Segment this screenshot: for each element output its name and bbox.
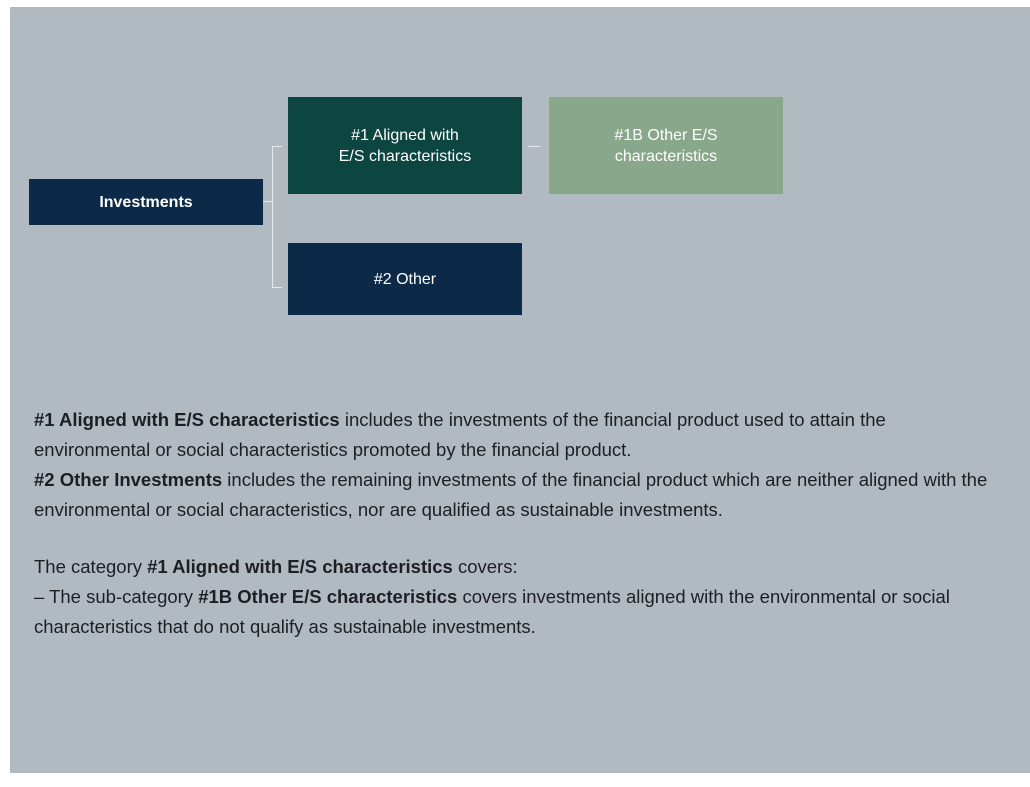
node: #1 Aligned with E/S characteristics [288,97,522,194]
text-line: The category #1 Aligned with E/S charact… [34,552,994,582]
node: #1B Other E/S characteristics [549,97,783,194]
text-line: #1 Aligned with E/S characteristics incl… [34,405,994,465]
bold-text: #1B Other E/S characteristics [198,586,458,607]
node-label: characteristics [614,147,718,165]
bold-text: #2 Other Investments [34,469,223,490]
text: includes the remaining investments of th… [34,469,993,520]
text-line: #2 Other Investments includes the remain… [34,465,994,525]
text: – The sub-category [34,586,199,607]
description: #1 Aligned with E/S characteristics incl… [34,405,994,669]
bold-text: #1 Aligned with E/S characteristics [147,556,453,577]
connector [528,146,540,147]
panel: #1 Aligned with E/S characteristics incl… [10,7,1030,773]
connector [272,146,273,287]
text: covers investments aligned with the envi… [34,586,956,637]
text-block: The category #1 Aligned with E/S charact… [34,552,994,642]
text-block: #1 Aligned with E/S characteristics incl… [34,405,994,525]
node: Investments [29,179,263,225]
connector [263,201,272,202]
node-label: Investments [99,193,193,211]
node-label: #2 Other [373,270,437,288]
text: covers: [452,556,518,577]
node-label: #1B Other E/S [614,126,718,144]
text: includes the investments of the financia… [34,409,891,460]
node: #2 Other [288,243,522,315]
node-label: #1 Aligned with [351,126,459,144]
connector [272,287,282,288]
text: The category [34,556,148,577]
text-line: – The sub-category #1B Other E/S charact… [34,582,994,642]
node-label: E/S characteristics [338,147,472,165]
bold-text: #1 Aligned with E/S characteristics [34,409,340,430]
connector [272,146,282,147]
